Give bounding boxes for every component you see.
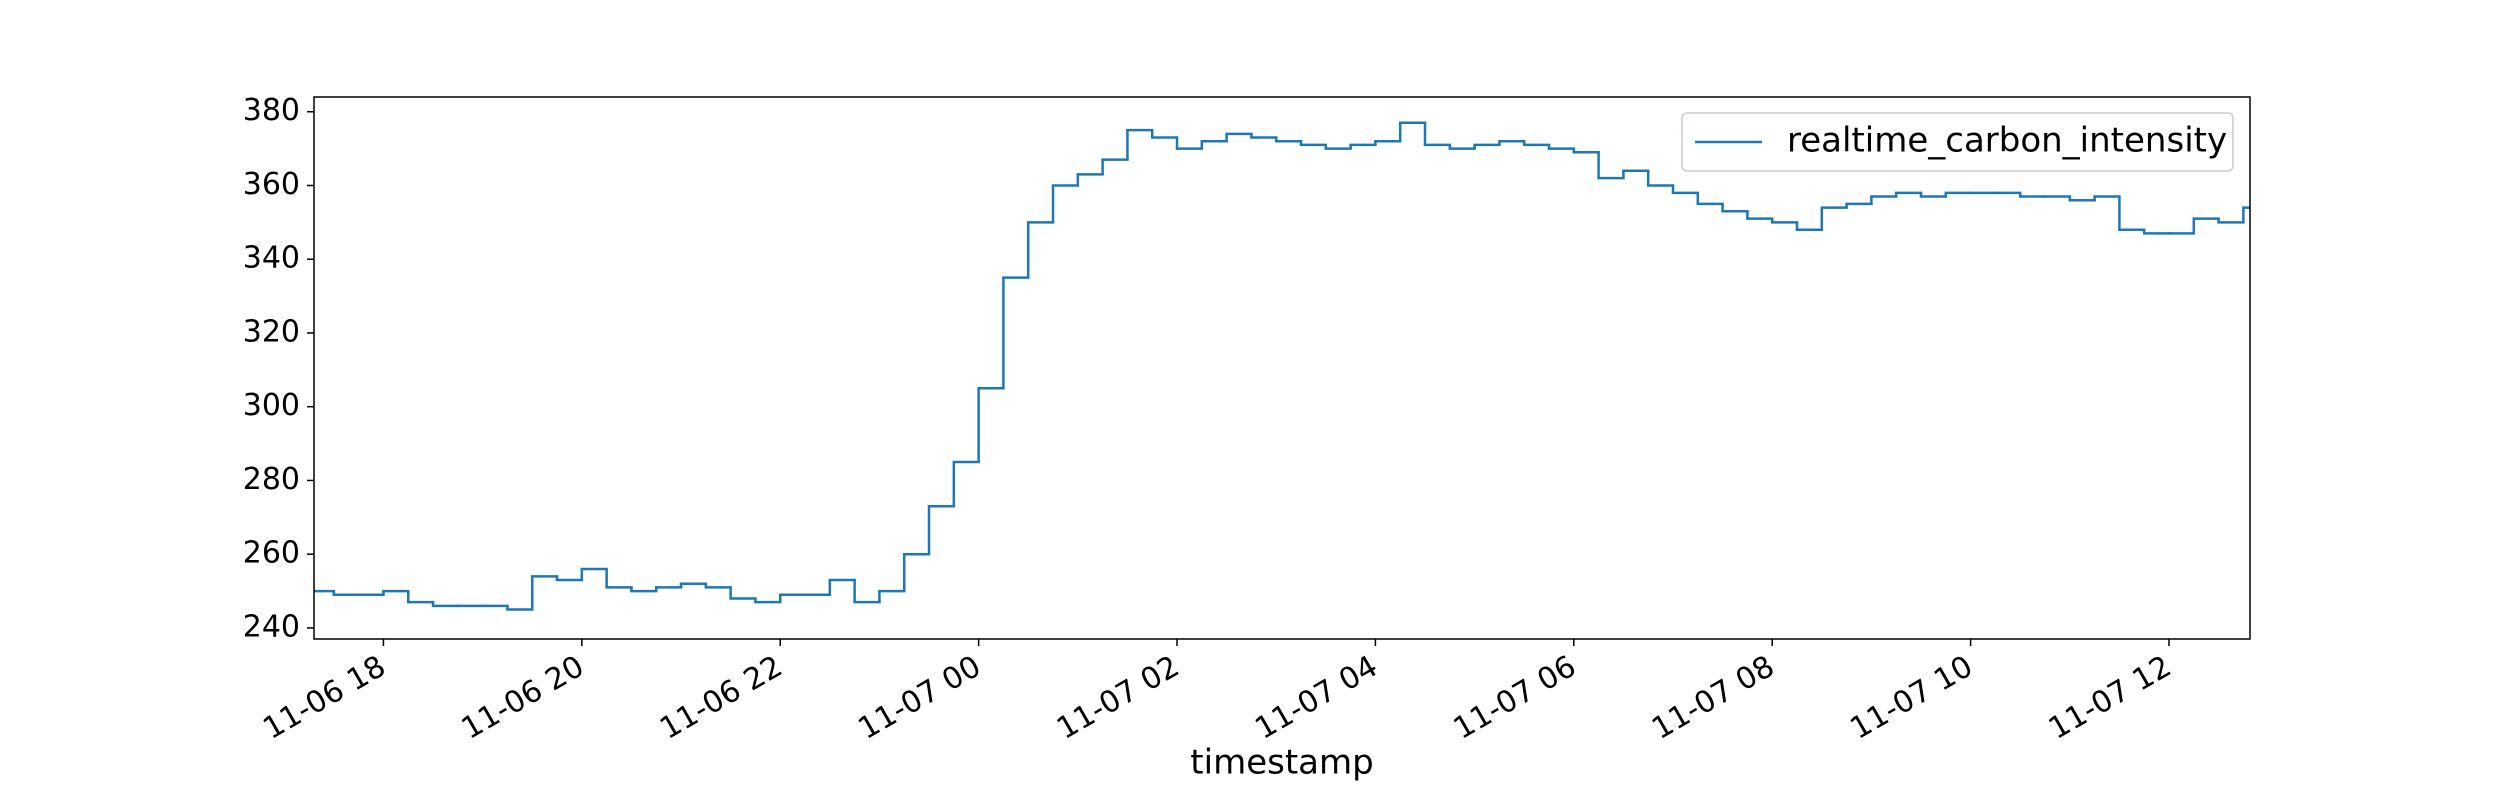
legend-box [1681,112,2234,172]
x-tick-label: 11-07 00 [853,649,987,747]
y-tick-label: 280 [243,462,300,497]
x-tick-label: 11-07 12 [2043,649,2177,747]
x-tick-label: 11-06 18 [257,649,391,747]
y-tick-label: 300 [243,388,300,423]
y-tick-label: 240 [243,609,300,644]
y-tick-label: 360 [243,167,300,202]
y-tick-label: 380 [243,93,300,128]
x-tick-label: 11-07 08 [1646,649,1780,747]
x-tick-label: 11-07 04 [1249,649,1383,747]
x-axis-label: timestamp [1190,743,1373,783]
x-tick-label: 11-07 06 [1448,649,1582,747]
axes-frame [313,96,2251,640]
x-tick-label: 11-07 10 [1845,649,1979,747]
plot-area [314,121,2250,611]
y-tick-label: 260 [243,536,300,571]
x-tick-label: 11-06 20 [456,649,590,747]
x-tick-label: 11-06 22 [654,649,788,747]
y-tick-label: 320 [243,314,300,349]
y-tick-label: 340 [243,241,300,276]
x-tick-label: 11-07 02 [1051,649,1185,747]
legend-label: realtime_carbon_intensity [1787,121,2227,161]
